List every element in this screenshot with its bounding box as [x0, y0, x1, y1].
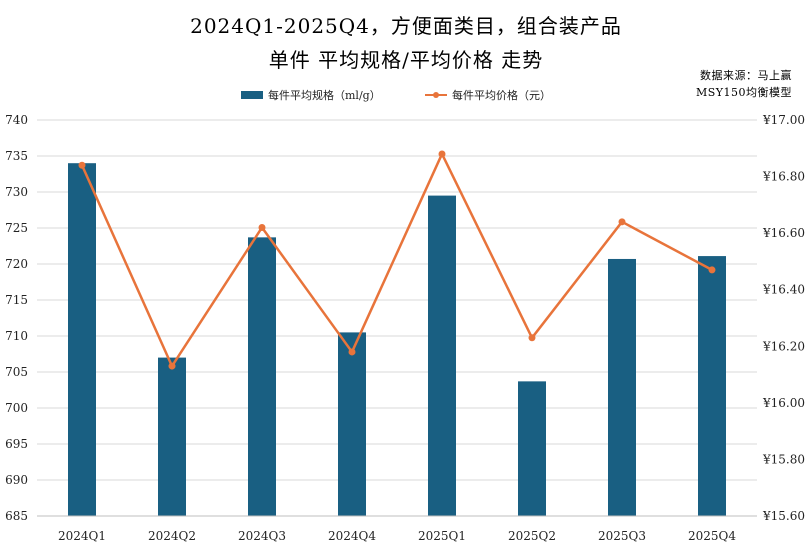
bar	[518, 381, 546, 516]
left-y-tick-label: 740	[5, 113, 28, 127]
bar	[248, 237, 276, 517]
left-y-tick-label: 705	[5, 365, 28, 379]
chart-title-line1: 2024Q1-2025Q4，方便面类目，组合装产品	[190, 14, 622, 38]
x-tick-label: 2025Q1	[418, 529, 466, 543]
line-point	[618, 218, 626, 226]
bar	[428, 195, 456, 516]
legend-bar-label: 每件平均规格（ml/g）	[268, 88, 381, 102]
left-y-tick-label: 730	[5, 185, 28, 199]
left-y-tick-label: 685	[5, 509, 28, 523]
right-y-tick-label: ¥17.00	[762, 113, 805, 127]
right-y-axis: ¥15.60 ¥15.80 ¥16.00 ¥16.20 ¥16.40 ¥16.60 ¥16.…	[762, 113, 805, 523]
data-source-label: 数据来源：马上赢	[700, 69, 792, 82]
left-y-tick-label: 720	[5, 257, 28, 271]
left-y-tick-label: 695	[5, 437, 28, 451]
left-y-tick-label: 710	[5, 329, 28, 343]
line-point	[528, 334, 536, 342]
x-tick-label: 2025Q2	[508, 529, 556, 543]
line-point	[258, 223, 266, 231]
line-point	[438, 150, 446, 158]
x-tick-label: 2024Q4	[328, 529, 376, 543]
x-tick-label: 2025Q4	[688, 529, 736, 543]
legend-bar-swatch	[241, 91, 263, 99]
line-point	[78, 161, 86, 169]
right-y-tick-label: ¥16.60	[762, 226, 805, 240]
right-y-tick-label: ¥16.80	[762, 170, 805, 184]
x-tick-label: 2024Q3	[238, 529, 286, 543]
model-label: MSY150均衡模型	[695, 86, 792, 99]
right-y-tick-label: ¥15.60	[762, 509, 805, 523]
left-y-tick-label: 700	[5, 401, 28, 415]
left-y-tick-label: 735	[5, 149, 28, 163]
legend-line-marker	[433, 92, 439, 98]
x-tick-label: 2024Q1	[58, 529, 106, 543]
x-axis: 2024Q1 2024Q2 2024Q3 2024Q4 2025Q1 2025Q2 2025…	[37, 515, 757, 543]
gridlines	[37, 119, 757, 517]
line-point	[348, 348, 356, 356]
line-point	[168, 362, 176, 370]
x-tick-label: 2024Q2	[148, 529, 196, 543]
bar	[158, 357, 186, 516]
right-y-tick-label: ¥16.00	[762, 396, 805, 410]
legend-line-label: 每件平均价格（元）	[452, 88, 551, 102]
right-y-tick-label: ¥15.80	[762, 452, 805, 466]
legend: 每件平均规格（ml/g） 每件平均价格（元）	[241, 88, 551, 102]
left-y-tick-label: 715	[5, 293, 28, 307]
line-point	[708, 266, 716, 274]
bar	[698, 256, 726, 516]
line-series	[78, 150, 716, 370]
bar-series	[68, 163, 726, 517]
bar	[608, 258, 636, 516]
right-y-tick-label: ¥16.40	[762, 283, 805, 297]
bar	[338, 332, 366, 516]
price-line	[80, 152, 713, 368]
bar	[68, 163, 96, 516]
chart-title-line2: 单件 平均规格/平均价格 走势	[268, 48, 544, 72]
right-y-tick-label: ¥16.20	[762, 339, 805, 353]
x-tick-label: 2025Q3	[598, 529, 646, 543]
left-y-tick-label: 690	[5, 473, 28, 487]
left-y-axis: 685 690 695 700 705 710 715 720 725 730 735 740	[5, 113, 28, 523]
left-y-tick-label: 725	[5, 221, 28, 235]
